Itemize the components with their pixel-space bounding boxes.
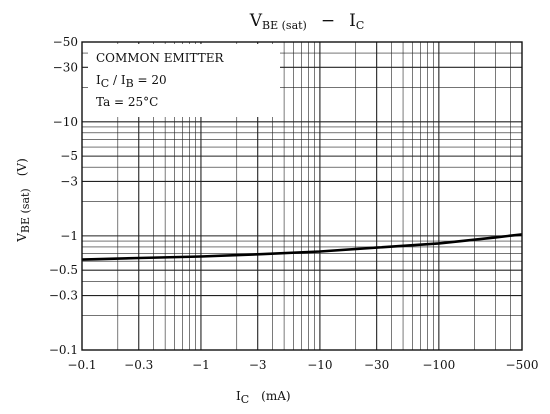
title-var-main: V xyxy=(249,11,263,31)
series-layer xyxy=(81,233,523,261)
series-line xyxy=(81,233,523,261)
y-tick-label: −30 xyxy=(53,60,78,74)
x-label-unit: (mA) xyxy=(261,389,290,403)
x-tick-label: −0.3 xyxy=(124,358,153,372)
x-tick-label: −0.1 xyxy=(67,358,96,372)
x-tick-label: −1 xyxy=(192,358,210,372)
plot-frame xyxy=(81,41,523,351)
x-axis-label: IC (mA) xyxy=(236,389,291,406)
y-tick-label: −10 xyxy=(53,115,78,129)
x-label-sub: C xyxy=(241,393,249,406)
y-tick-label: −5 xyxy=(60,149,78,163)
title-ic-sub: C xyxy=(356,19,364,32)
y-tick-label: −1 xyxy=(60,229,78,243)
y-axis-label: VBE (sat) (V) xyxy=(15,158,32,243)
annotation-mode: COMMON EMITTER xyxy=(96,51,225,65)
y-label-main: V xyxy=(15,233,29,243)
title-ic-main: I xyxy=(349,11,356,31)
annotation-box: COMMON EMITTER IC / IB = 20 Ta = 25°C xyxy=(88,44,280,117)
title-var-sub: BE (sat) xyxy=(262,19,307,32)
ratio-mid: / I xyxy=(109,73,126,87)
y-tick-label: −3 xyxy=(60,174,78,188)
ratio-b-sub: B xyxy=(126,77,134,90)
x-tick-label: −30 xyxy=(364,358,389,372)
y-tick-label: −0.3 xyxy=(49,289,78,303)
title-dash: − xyxy=(321,11,335,31)
annotation-background xyxy=(88,44,280,117)
x-tick-labels: −0.1 −0.3 −1 −3 −10 −30 −100 −500 xyxy=(67,358,538,372)
x-tick-label: −3 xyxy=(249,358,267,372)
y-tick-label: −0.5 xyxy=(49,263,78,277)
chart-title: VBE (sat) − IC xyxy=(249,11,365,32)
annotation-temp: Ta = 25°C xyxy=(96,95,158,109)
ratio-rest: = 20 xyxy=(134,73,167,87)
x-tick-label: −10 xyxy=(307,358,332,372)
y-tick-label: −0.1 xyxy=(49,343,78,357)
x-label-main: I xyxy=(236,389,241,403)
y-tick-label: −50 xyxy=(53,35,78,49)
annotation-ratio: IC / IB = 20 xyxy=(96,73,167,90)
y-tick-labels: −0.1 −0.3 −0.5 −1 −3 −5 −10 −30 −50 xyxy=(49,35,78,357)
ratio-a: I xyxy=(96,73,101,87)
y-label-sub: BE (sat) xyxy=(19,188,32,233)
y-label-unit: (V) xyxy=(15,158,29,176)
x-tick-label: −500 xyxy=(506,358,539,372)
x-tick-label: −100 xyxy=(422,358,455,372)
ratio-a-sub: C xyxy=(101,77,109,90)
